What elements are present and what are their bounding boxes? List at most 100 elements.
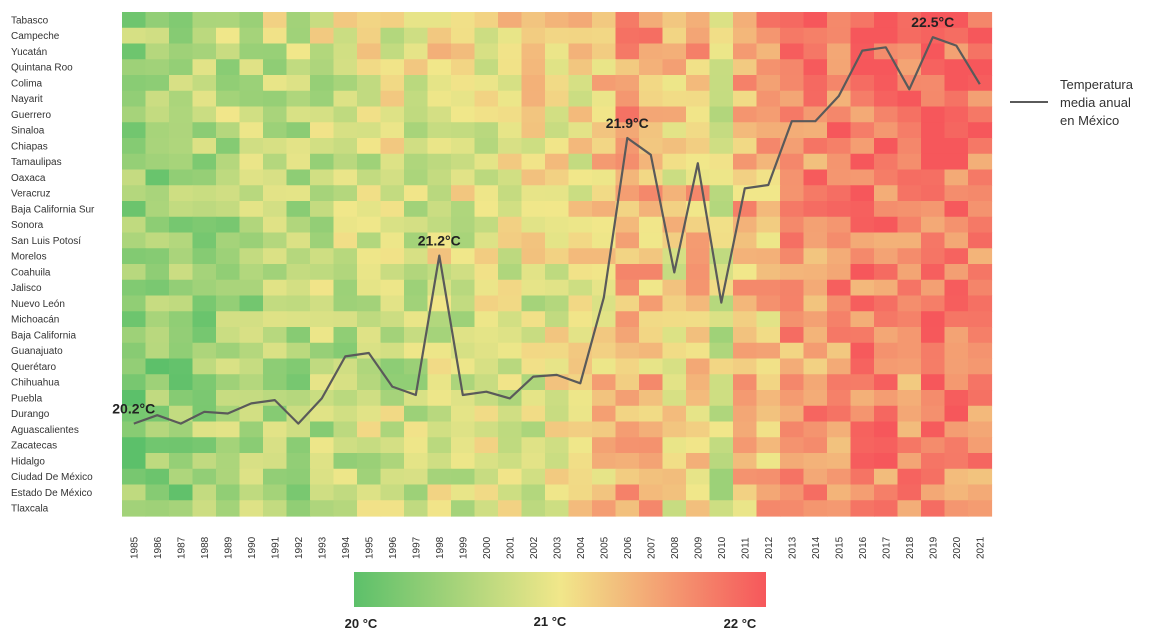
heatmap-cell	[427, 405, 452, 423]
heatmap-cell	[874, 500, 899, 517]
heatmap-cell	[780, 374, 805, 391]
heatmap-cell	[780, 12, 805, 29]
heatmap-cell	[239, 153, 264, 171]
heatmap-cell	[780, 279, 805, 297]
heatmap-cell	[404, 484, 429, 501]
heatmap-cell	[897, 122, 922, 139]
heatmap-cell	[169, 358, 194, 375]
heatmap-cell	[968, 500, 993, 517]
heatmap-cell	[474, 59, 499, 76]
heatmap-cell	[474, 311, 499, 328]
heatmap-cell	[239, 138, 264, 155]
heatmap-cell	[662, 484, 687, 501]
state-label: Tlaxcala	[11, 504, 49, 515]
heatmap-cell	[662, 311, 687, 328]
heatmap-cell	[333, 500, 358, 517]
heatmap-cell	[216, 169, 241, 186]
heatmap-cell	[169, 342, 194, 360]
heatmap-cell	[803, 437, 828, 454]
heatmap-cell	[944, 374, 969, 391]
heatmap-cell	[451, 358, 476, 375]
line-annotations: 20.2°C 21.2°C 21.9°C 22.5°C	[112, 14, 954, 416]
heatmap-cell	[639, 453, 664, 470]
heatmap-cell	[639, 12, 664, 29]
heatmap-cell	[897, 43, 922, 60]
heatmap-cell	[122, 327, 147, 344]
heatmap-cell	[874, 232, 899, 249]
heatmap-cell	[780, 90, 805, 108]
heatmap-cell	[545, 122, 570, 139]
heatmap-cell	[145, 43, 170, 60]
heatmap-cell	[333, 484, 358, 501]
heatmap-cell	[803, 216, 828, 234]
heatmap-cell	[263, 468, 288, 486]
heatmap-cell	[921, 106, 946, 123]
year-label: 2013	[787, 536, 798, 559]
heatmap-cell	[145, 342, 170, 360]
heatmap-cell	[169, 75, 194, 92]
heatmap-cell	[897, 311, 922, 328]
heatmap-cell	[756, 421, 781, 438]
heatmap-cell	[615, 122, 640, 139]
heatmap-cell	[686, 390, 711, 407]
heatmap-cell	[333, 12, 358, 29]
heatmap-cell	[169, 216, 194, 234]
heatmap-cell	[874, 264, 899, 281]
heatmap-cell	[357, 342, 382, 360]
heatmap-cell	[427, 500, 452, 517]
heatmap-cell	[944, 122, 969, 139]
heatmap-cell	[803, 201, 828, 218]
heatmap-cell	[639, 43, 664, 60]
heatmap-cell	[897, 327, 922, 344]
heatmap-cell	[145, 500, 170, 517]
heatmap-cell	[827, 201, 852, 218]
heatmap-cell	[639, 75, 664, 92]
heatmap-cell	[357, 453, 382, 470]
heatmap-cell	[568, 484, 593, 501]
heatmap-cell	[592, 390, 617, 407]
state-label: Nuevo León	[11, 299, 65, 310]
heatmap-cell	[944, 232, 969, 249]
year-label: 1988	[200, 536, 211, 559]
heatmap-cell	[380, 327, 405, 344]
heatmap-cell	[521, 453, 546, 470]
heatmap-cell	[874, 43, 899, 60]
heatmap-cell	[333, 216, 358, 234]
heatmap-cell	[239, 311, 264, 328]
heatmap-cell	[239, 421, 264, 438]
heatmap-cell	[122, 122, 147, 139]
heatmap-cell	[122, 153, 147, 171]
heatmap-cell	[333, 232, 358, 249]
heatmap-cell	[662, 327, 687, 344]
heatmap-cell	[145, 122, 170, 139]
heatmap-cell	[122, 500, 147, 517]
heatmap-cell	[780, 216, 805, 234]
heatmap-cell	[239, 279, 264, 297]
heatmap-cell	[850, 75, 875, 92]
heatmap-cell	[897, 468, 922, 486]
heatmap-cell	[545, 327, 570, 344]
heatmap-cell	[216, 122, 241, 139]
heatmap-cell	[380, 295, 405, 312]
heatmap-cell	[263, 342, 288, 360]
heatmap-cell	[968, 216, 993, 234]
heatmap-cell	[639, 484, 664, 501]
heatmap-cell	[874, 153, 899, 171]
year-label: 2004	[576, 536, 587, 559]
heatmap-cell	[780, 484, 805, 501]
heatmap-cell	[545, 358, 570, 375]
year-label: 1994	[341, 536, 352, 559]
year-label: 2001	[505, 536, 516, 559]
heatmap-cell	[122, 201, 147, 218]
heatmap-cell	[239, 437, 264, 454]
heatmap-cell	[404, 500, 429, 517]
state-label: Sinaloa	[11, 126, 45, 137]
heatmap-cell	[474, 201, 499, 218]
heatmap-cell	[333, 248, 358, 265]
heatmap-cell	[709, 390, 734, 407]
heatmap-cell	[474, 216, 499, 234]
heatmap-cell	[357, 106, 382, 123]
heatmap-cell	[474, 138, 499, 155]
heatmap-cell	[968, 358, 993, 375]
heatmap-cell	[897, 421, 922, 438]
